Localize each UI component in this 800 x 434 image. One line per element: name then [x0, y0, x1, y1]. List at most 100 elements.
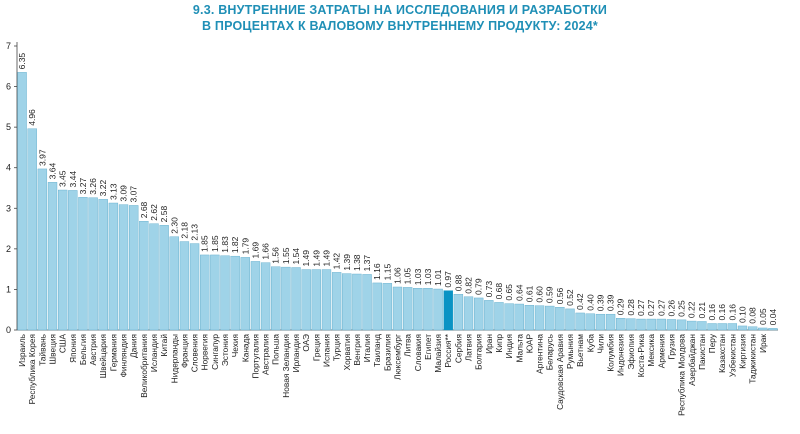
value-label: 0.65: [504, 284, 514, 301]
y-tick-label: 4: [6, 163, 11, 173]
value-label: 0.26: [666, 300, 676, 317]
category-label: Египет: [423, 334, 433, 360]
category-label: Новая Зеландия: [281, 334, 291, 398]
bar: [189, 243, 200, 331]
value-label: 1.15: [382, 264, 392, 281]
bar: [139, 221, 149, 331]
value-label: 3.07: [129, 186, 139, 203]
bar: [768, 328, 778, 331]
category-label: Аргентина: [535, 334, 545, 374]
bar: [636, 318, 646, 331]
category-label: Австрия: [88, 334, 98, 366]
category-label: Люксембург: [393, 334, 403, 380]
category-label: Австралия: [261, 334, 271, 375]
category-label: Румыния: [565, 334, 575, 369]
bar: [169, 236, 179, 331]
category-label: Колумбия: [606, 334, 616, 372]
bar: [413, 288, 423, 331]
value-label: 3.13: [108, 183, 118, 200]
value-label: 3.09: [119, 185, 129, 202]
value-label: 0.97: [443, 271, 453, 288]
value-label: 4.96: [27, 109, 37, 126]
bar: [17, 72, 27, 331]
y-tick-label: 5: [6, 122, 11, 132]
category-label: Киргизия: [737, 334, 747, 369]
value-label: 1.38: [352, 254, 362, 271]
bar: [656, 318, 666, 331]
bar: [271, 266, 281, 331]
category-label: Грузия: [666, 334, 676, 360]
value-label: 0.64: [514, 284, 524, 301]
category-label: Чехия: [230, 334, 240, 357]
value-label: 0.27: [646, 299, 656, 316]
bar: [443, 290, 453, 331]
value-label: 0.22: [687, 301, 697, 318]
bar: [747, 326, 758, 331]
bar: [260, 262, 271, 331]
value-label: 1.85: [200, 235, 210, 252]
value-label: 0.16: [727, 304, 737, 321]
bar: [484, 300, 494, 331]
category-label: Исландия: [149, 334, 159, 372]
bar: [585, 313, 595, 331]
category-label: Мальта: [514, 334, 524, 363]
value-label: 0.56: [555, 287, 565, 304]
value-label: 2.62: [149, 204, 159, 221]
category-label: ЮАР: [524, 334, 534, 354]
category-label: Польша: [271, 334, 281, 365]
bar: [433, 288, 443, 331]
category-label: Пакистан: [697, 334, 707, 370]
bar: [382, 283, 393, 331]
bar: [605, 313, 616, 331]
bar: [281, 266, 291, 331]
category-label: Таджикистан: [748, 334, 758, 384]
category-label: Венгрия: [352, 334, 362, 366]
value-label: 0.10: [737, 306, 747, 323]
category-label: Россия**: [443, 333, 453, 367]
value-label: 0.39: [595, 294, 605, 311]
value-label: 2.13: [190, 224, 200, 241]
bar: [616, 318, 626, 331]
bar: [78, 197, 88, 331]
bar: [453, 294, 464, 331]
value-label: 3.44: [68, 171, 78, 188]
bar: [301, 269, 311, 331]
bar: [129, 205, 139, 331]
category-label: Испания: [321, 334, 331, 367]
category-label: Япония: [68, 334, 78, 363]
value-label: 1.54: [291, 248, 301, 265]
category-label: Кипр: [494, 334, 504, 353]
bar: [717, 323, 727, 331]
category-label: Эфиопия: [626, 334, 636, 370]
category-label: Куба: [585, 334, 595, 353]
value-label: 6.35: [17, 53, 27, 70]
bar: [402, 287, 413, 331]
category-label: Саудовская Аравия: [555, 334, 565, 410]
value-label: 3.45: [58, 170, 68, 187]
bar: [159, 225, 169, 331]
category-label: Бразилия: [382, 334, 392, 371]
category-label: Дания: [129, 334, 139, 358]
value-label: 1.03: [423, 268, 433, 285]
bar: [27, 128, 37, 331]
bar: [565, 308, 575, 331]
bar: [646, 318, 656, 331]
value-label: 1.79: [240, 238, 250, 255]
bar: [474, 297, 484, 331]
category-label: Хорватия: [342, 334, 352, 370]
bar: [362, 274, 372, 331]
y-tick-label: 6: [6, 82, 11, 92]
category-label: Азербайджан: [687, 334, 697, 386]
value-label: 1.49: [311, 250, 321, 267]
y-tick-label: 3: [6, 203, 11, 213]
bar: [392, 286, 403, 331]
bar: [494, 302, 504, 331]
category-label: Китай: [159, 334, 169, 357]
category-label: Португалия: [250, 334, 260, 378]
bar: [463, 296, 474, 331]
bar: [352, 273, 362, 331]
value-label: 0.82: [464, 277, 474, 294]
value-label: 0.27: [636, 299, 646, 316]
bar: [626, 318, 636, 331]
value-label: 0.25: [677, 300, 687, 317]
